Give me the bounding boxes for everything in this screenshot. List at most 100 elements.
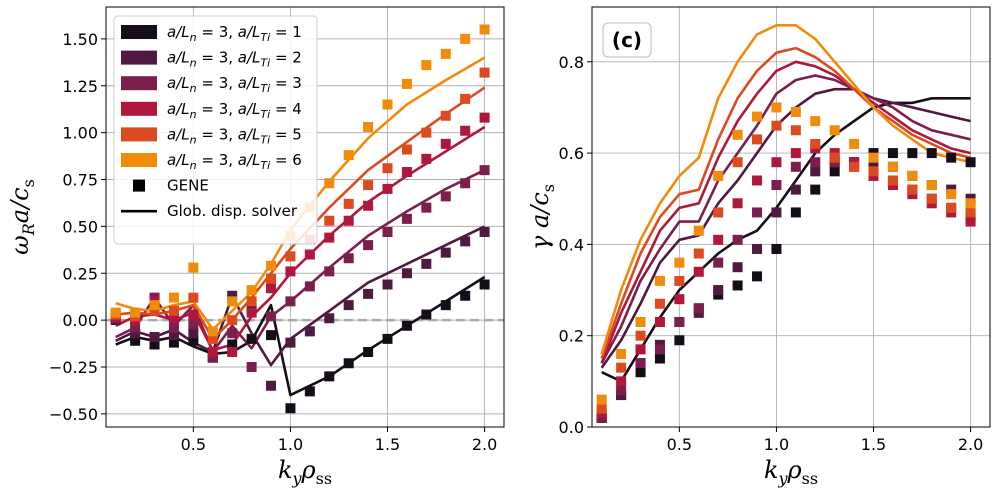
legend-entry-label: a/Ln = 3, a/LTi = 2 xyxy=(167,49,302,70)
gene-marker-series-5 xyxy=(654,298,665,309)
y-tick-label: 0.75 xyxy=(62,171,98,190)
gene-marker-series-4 xyxy=(616,376,627,387)
gene-marker-series-3 xyxy=(693,303,704,314)
gene-marker-series-2 xyxy=(790,184,801,195)
gene-marker-series-2 xyxy=(188,328,199,339)
gene-marker-series-5 xyxy=(887,175,898,186)
gene-marker-series-4 xyxy=(732,198,743,209)
gene-marker-series-4 xyxy=(460,125,471,136)
solver-line-series-3 xyxy=(600,74,971,364)
gene-marker-series-2 xyxy=(324,313,335,324)
y-tick-label: 0.4 xyxy=(559,235,584,254)
gene-marker-series-5 xyxy=(965,207,976,218)
gene-marker-series-1 xyxy=(227,339,238,350)
legend-swatch xyxy=(121,101,157,116)
gene-marker-series-4 xyxy=(674,294,685,305)
y-tick-label: 0.0 xyxy=(559,418,584,437)
legend-gene-marker xyxy=(133,179,145,192)
gene-marker-series-6 xyxy=(401,78,412,89)
y-tick-label: 0.2 xyxy=(559,327,584,346)
gene-marker-series-6 xyxy=(363,122,374,132)
gene-marker-series-1 xyxy=(343,358,354,369)
gene-marker-series-1 xyxy=(440,300,451,311)
gene-marker-series-1 xyxy=(401,320,412,331)
gene-marker-series-6 xyxy=(227,296,238,307)
gene-marker-series-6 xyxy=(752,111,763,122)
gene-marker-series-4 xyxy=(382,183,393,194)
panel-label: (c) xyxy=(612,28,642,52)
gene-marker-series-3 xyxy=(363,240,374,251)
gene-marker-series-2 xyxy=(382,279,393,290)
gene-marker-series-4 xyxy=(266,283,277,294)
gene-marker-series-5 xyxy=(829,152,840,163)
gene-marker-series-1 xyxy=(363,347,374,357)
x-tick-label: 1.0 xyxy=(278,435,303,454)
x-tick-label: 1.5 xyxy=(861,435,886,454)
gene-marker-series-1 xyxy=(752,271,763,282)
gene-marker-series-1 xyxy=(149,339,160,350)
gene-marker-series-6 xyxy=(382,99,393,110)
gene-marker-series-1 xyxy=(887,148,898,159)
gene-marker-series-6 xyxy=(713,170,724,181)
gene-marker-series-5 xyxy=(421,127,432,138)
legend: a/Ln = 3, a/LTi = 1 a/Ln = 3, a/LTi = 2 a/… xyxy=(113,15,318,245)
gene-marker-series-1 xyxy=(635,367,646,378)
gene-marker-series-1 xyxy=(965,157,976,168)
gene-marker-series-4 xyxy=(168,313,179,324)
gene-marker-series-2 xyxy=(343,300,354,311)
x-tick-label: 1.5 xyxy=(375,435,400,454)
gene-marker-series-3 xyxy=(168,322,179,333)
gene-marker-series-6 xyxy=(946,189,957,200)
gene-marker-series-4 xyxy=(771,157,782,168)
gene-marker-series-4 xyxy=(304,249,315,260)
gene-marker-series-6 xyxy=(732,129,743,140)
gene-marker-series-1 xyxy=(790,207,801,218)
x-tick-label: 0.5 xyxy=(667,435,692,454)
gene-marker-series-5 xyxy=(868,166,879,177)
gene-marker-series-6 xyxy=(168,292,179,303)
gene-marker-series-6 xyxy=(907,170,918,181)
gene-marker-series-5 xyxy=(479,67,490,78)
gene-marker-series-4 xyxy=(401,167,412,177)
gene-marker-series-5 xyxy=(635,330,646,341)
gene-marker-series-2 xyxy=(168,330,179,341)
gene-marker-series-4 xyxy=(635,344,646,355)
gene-marker-series-6 xyxy=(674,257,685,268)
gene-marker-series-4 xyxy=(654,317,665,327)
gene-marker-series-2 xyxy=(460,236,471,247)
gene-marker-series-6 xyxy=(246,285,257,296)
gene-marker-series-3 xyxy=(771,180,782,191)
gene-marker-series-1 xyxy=(771,243,782,254)
gene-marker-series-5 xyxy=(713,207,724,218)
gene-marker-series-3 xyxy=(810,157,821,168)
gene-marker-series-1 xyxy=(246,333,257,344)
solver-line-series-4 xyxy=(600,60,971,364)
gene-marker-series-1 xyxy=(168,337,179,348)
legend-entry-label: a/Ln = 3, a/LTi = 5 xyxy=(167,125,302,146)
legend-swatch xyxy=(121,76,157,91)
gene-marker-series-6 xyxy=(810,116,821,127)
gene-marker-series-3 xyxy=(382,227,393,237)
gene-marker-series-6 xyxy=(868,152,879,163)
gene-marker-series-6 xyxy=(207,326,218,337)
gene-marker-series-3 xyxy=(188,318,199,329)
gene-marker-series-5 xyxy=(227,315,238,326)
gene-marker-series-4 xyxy=(421,153,432,164)
gene-marker-series-4 xyxy=(479,112,490,123)
gene-marker-series-1 xyxy=(421,309,432,320)
gene-marker-series-4 xyxy=(188,309,199,320)
gene-marker-series-6 xyxy=(421,60,432,71)
gene-marker-series-4 xyxy=(363,200,374,211)
gene-marker-series-6 xyxy=(596,394,607,405)
gene-marker-series-3 xyxy=(440,191,451,202)
gene-marker-series-4 xyxy=(246,307,257,318)
gene-marker-series-5 xyxy=(771,120,782,131)
y-tick-label: 0.8 xyxy=(559,53,584,72)
y-tick-label: 0.25 xyxy=(62,264,98,283)
gene-marker-series-3 xyxy=(421,202,432,213)
gene-marker-series-5 xyxy=(207,333,218,344)
gene-marker-series-6 xyxy=(790,107,801,117)
gene-marker-series-3 xyxy=(130,322,141,333)
gene-marker-series-1 xyxy=(304,386,315,397)
gene-marker-series-3 xyxy=(674,317,685,327)
